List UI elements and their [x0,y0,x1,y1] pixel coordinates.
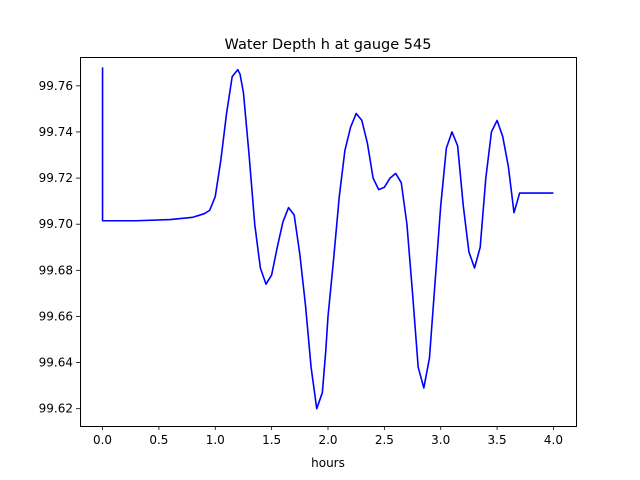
x-tick-label: 3.0 [431,433,450,447]
x-axis-label: hours [311,456,345,470]
x-tick-label: 3.5 [488,433,507,447]
x-axis: 0.0 0.5 1.0 1.5 2.0 2.5 3.0 3.5 4.0 [93,426,563,447]
y-tick-label: 99.68 [39,263,73,277]
series-line-0 [101,67,554,410]
y-tick-label: 99.70 [39,217,73,231]
plot-area [101,67,554,410]
x-tick-label: 2.5 [375,433,394,447]
x-tick-label: 4.0 [544,433,563,447]
y-tick-label: 99.74 [39,125,73,139]
y-tick-label: 99.64 [39,356,73,370]
x-tick-label: 1.0 [206,433,225,447]
y-tick-label: 99.72 [39,171,73,185]
y-tick-label: 99.66 [39,309,73,323]
y-tick-label: 99.62 [39,402,73,416]
chart-title: Water Depth h at gauge 545 [225,37,432,53]
y-tick-label: 99.76 [39,79,73,93]
x-tick-label: 2.0 [318,433,337,447]
y-axis: 99.62 99.64 99.66 99.68 99.70 99.72 99.74 99.76 [39,79,80,416]
x-tick-label: 0.0 [93,433,112,447]
axes-frame [80,57,577,427]
x-tick-label: 0.5 [149,433,168,447]
x-tick-label: 1.5 [262,433,281,447]
